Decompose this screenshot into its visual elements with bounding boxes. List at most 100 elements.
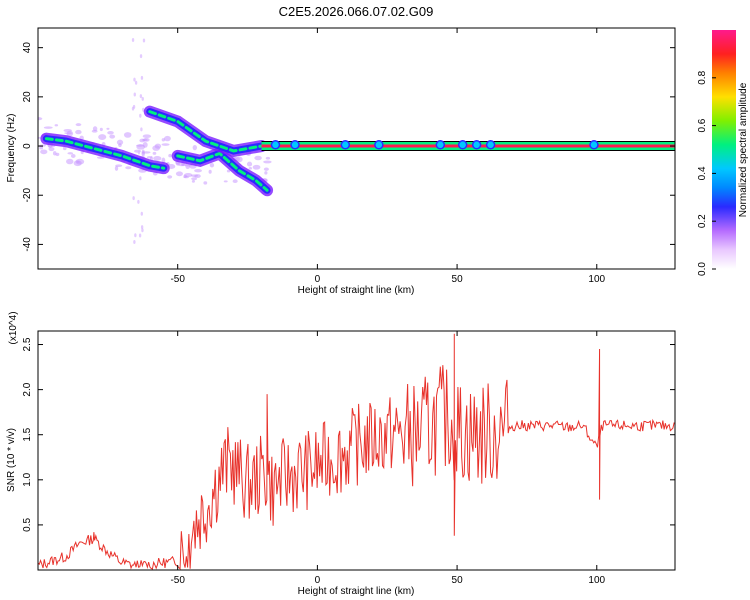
spectral-haze-dot [191,179,195,183]
ridge-lower-descending-core [176,151,269,192]
spectral-haze-dot [43,126,53,129]
snr-xtick-label: -50 [170,575,185,586]
spectral-haze-dot [140,211,144,216]
spectral-haze-dot [184,172,193,178]
spectral-blob [589,140,599,150]
spectrogram-ytick-label: 40 [22,42,33,54]
spectral-haze-dot [52,151,57,156]
snr-ytick-label: 1.0 [22,472,33,486]
spectral-haze-dot [137,199,140,204]
spectral-haze-dot [192,144,198,151]
spectrogram-ylabel: Frequency (Hz) [6,114,17,183]
spectrogram-xtick-label: 0 [315,274,321,285]
figure-title: C2E5.2026.066.07.02.G09 [279,4,434,19]
colorbar-tick-label: 0.8 [697,70,708,84]
spectral-haze-dot [167,175,173,179]
spectral-haze-dot [107,130,114,135]
spectrogram-xtick-label: -50 [170,274,185,285]
spectral-haze-dot [190,174,198,178]
colorbar-tick-label: 0.0 [697,262,708,276]
spectral-haze-dot [153,155,162,161]
spectrogram-ticks: -50 0 50 100 -40 -20 0 20 40 [22,28,675,285]
spectral-haze-dot [131,38,135,43]
spectrogram-ytick-label: 0 [22,143,33,149]
spectral-haze-dot [161,157,166,164]
spectral-haze-dot [194,169,202,173]
spectral-haze-dot [232,179,238,184]
spectral-haze-dot [75,123,82,127]
spectral-haze-dot [106,127,110,130]
spectral-haze-dot [142,138,148,142]
spectrogram-frame [37,27,676,270]
spectral-haze-dot [168,153,173,158]
spectral-blob [457,140,468,150]
colorbar-gradient [712,30,736,269]
spectral-haze-dot [92,126,98,132]
spectral-haze-dot [139,94,143,99]
colorbar-ticks: 0.0 0.2 0.4 0.6 0.8 [697,70,716,276]
spectral-haze-dot [154,143,162,149]
spectral-haze-dot [223,180,228,183]
spectral-haze-dot [265,156,271,160]
spectral-haze-dot [70,154,76,158]
spectral-blob [471,140,482,150]
snr-xtick-label: 100 [588,575,605,586]
spectral-haze-dot [209,162,215,168]
colorbar: 0.0 0.2 0.4 0.6 0.8 Normalized spectral ampl… [697,30,749,276]
colorbar-tick-label: 0.6 [697,118,708,132]
spectrogram-ytick-label: -20 [22,188,33,203]
spectral-haze-dot [141,228,144,233]
spectral-haze-dot [203,181,208,185]
spectral-haze-dot [133,240,136,245]
snr-frame [37,330,676,571]
snr-series-line [38,333,675,570]
snr-ytick-label: 0.5 [22,518,33,532]
spectral-haze-dot [114,165,119,171]
colorbar-tick-label: 0.2 [697,214,708,228]
spectral-haze-dot [133,77,136,82]
spectrogram-xlabel: Height of straight line (km) [298,285,415,296]
spectral-haze-dot [132,196,135,201]
snr-ytick-label: 2.0 [22,382,33,396]
spectral-haze-dot [161,143,170,146]
spectral-haze-dot [125,166,132,170]
spectral-haze-dot [133,92,136,97]
spectral-haze-dot [39,146,44,150]
ridge-upper-branch-core [148,110,264,153]
spectrogram-marks [38,38,675,245]
spectral-haze-dot [263,167,269,171]
spectral-haze-dot [226,169,231,173]
spectral-haze-dot [134,233,137,238]
snr-xlabel: Height of straight line (km) [298,586,415,597]
spectral-haze-dot [109,134,116,139]
spectral-haze-dot [254,155,262,161]
spectral-haze-dot [123,132,132,138]
snr-ytick-label: 1.5 [22,427,33,441]
spectral-haze-dot [73,160,82,167]
spectral-blob [374,140,384,150]
snr-ylabel: SNR (10 * v/v) [6,428,17,492]
spectral-haze-dot [161,138,166,142]
spectral-haze-dot [138,233,142,238]
spectral-haze-dot [164,135,171,142]
spectral-haze-dot [246,161,253,167]
spectrogram-ytick-label: 20 [22,91,33,103]
spectral-haze-dot [264,171,268,175]
spectral-haze-dot [116,139,124,145]
spectral-haze-dot [142,38,146,43]
spectral-haze-dot [66,158,74,165]
spectral-blob [435,140,446,150]
spectral-haze-dot [137,150,141,155]
spectral-haze-dot [54,124,59,127]
snr-ticks: -50 0 50 100 0.5 1.0 1.5 2.0 2.5 [22,331,675,586]
ridge-main-descending-core [44,137,166,170]
snr-marks [38,333,675,570]
spectrogram-xtick-label: 100 [588,274,605,285]
spectral-haze-dot [146,156,153,159]
spectral-haze-dot [191,177,198,181]
spectral-haze-dot [252,164,261,170]
spectral-haze-dot [208,169,212,174]
spectral-haze-dot [140,127,143,132]
spectral-haze-dot [66,130,74,137]
